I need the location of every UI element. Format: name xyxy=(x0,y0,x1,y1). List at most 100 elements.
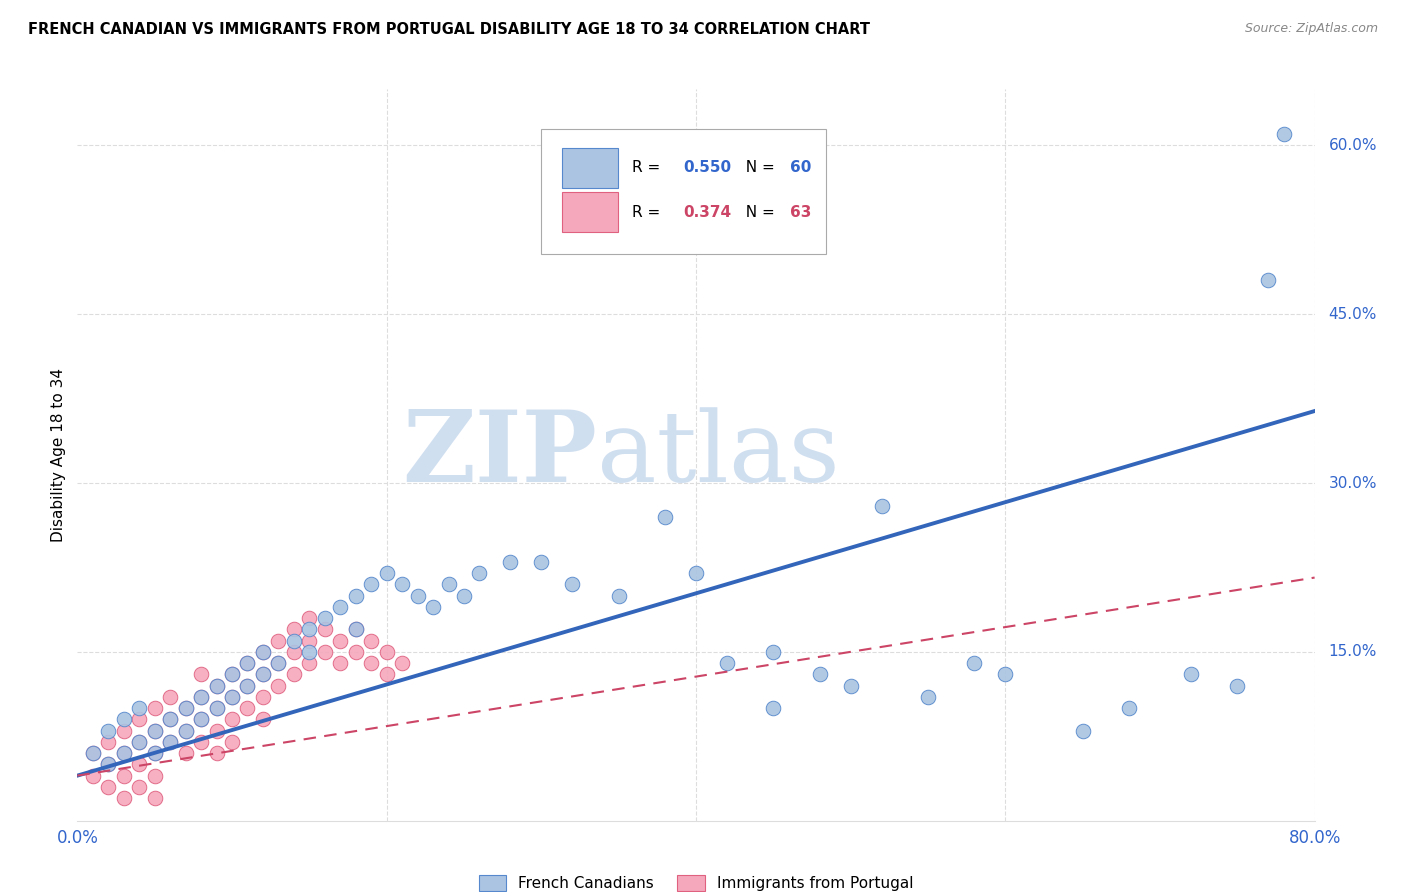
Point xyxy=(143,791,166,805)
Point xyxy=(128,712,150,726)
Point xyxy=(190,690,212,704)
Point xyxy=(143,769,166,783)
Point xyxy=(607,589,630,603)
Text: N =: N = xyxy=(735,161,779,176)
Point xyxy=(344,645,367,659)
Point xyxy=(267,656,290,670)
Text: Source: ZipAtlas.com: Source: ZipAtlas.com xyxy=(1244,22,1378,36)
Point xyxy=(360,633,382,648)
Point xyxy=(344,623,367,637)
Text: 15.0%: 15.0% xyxy=(1329,644,1376,659)
Point xyxy=(654,509,676,524)
Point xyxy=(143,701,166,715)
Point xyxy=(252,690,274,704)
Point xyxy=(437,577,460,591)
Point xyxy=(252,712,274,726)
Point xyxy=(97,780,120,794)
Point xyxy=(128,757,150,772)
Point xyxy=(221,690,243,704)
Point xyxy=(190,690,212,704)
Point xyxy=(205,679,228,693)
Point xyxy=(112,712,135,726)
Point xyxy=(221,667,243,681)
Point xyxy=(174,746,197,760)
Point xyxy=(221,690,243,704)
Point xyxy=(1118,701,1140,715)
Point xyxy=(128,735,150,749)
Point xyxy=(252,645,274,659)
Point xyxy=(221,667,243,681)
Point xyxy=(221,735,243,749)
Point xyxy=(97,723,120,738)
Point xyxy=(143,746,166,760)
Point xyxy=(329,633,352,648)
Point xyxy=(375,645,398,659)
Point xyxy=(97,757,120,772)
Point xyxy=(82,746,104,760)
Point xyxy=(391,577,413,591)
Point xyxy=(963,656,986,670)
Point xyxy=(252,667,274,681)
Point xyxy=(267,679,290,693)
Point xyxy=(97,757,120,772)
Point xyxy=(82,746,104,760)
Point xyxy=(190,712,212,726)
Point xyxy=(236,679,259,693)
Point xyxy=(112,791,135,805)
Point xyxy=(762,645,785,659)
Point xyxy=(112,746,135,760)
Point xyxy=(159,712,181,726)
Point xyxy=(205,701,228,715)
Point xyxy=(298,633,321,648)
Point xyxy=(159,735,181,749)
Text: R =: R = xyxy=(631,204,665,219)
Bar xyxy=(562,148,619,188)
Point xyxy=(716,656,738,670)
Point xyxy=(112,746,135,760)
Point xyxy=(298,611,321,625)
Point xyxy=(283,645,305,659)
Point xyxy=(406,589,429,603)
Bar xyxy=(562,192,619,232)
Point xyxy=(267,656,290,670)
Point xyxy=(468,566,491,580)
Point xyxy=(205,746,228,760)
Text: 0.374: 0.374 xyxy=(683,204,731,219)
Point xyxy=(236,656,259,670)
Point xyxy=(422,599,444,614)
Legend: French Canadians, Immigrants from Portugal: French Canadians, Immigrants from Portug… xyxy=(472,869,920,892)
Point xyxy=(453,589,475,603)
Text: R =: R = xyxy=(631,161,665,176)
Y-axis label: Disability Age 18 to 34: Disability Age 18 to 34 xyxy=(51,368,66,542)
Point xyxy=(236,701,259,715)
Point xyxy=(128,735,150,749)
Point xyxy=(375,667,398,681)
Point xyxy=(82,769,104,783)
Point xyxy=(205,723,228,738)
Point xyxy=(128,780,150,794)
Point xyxy=(252,667,274,681)
Point xyxy=(994,667,1017,681)
Point xyxy=(236,679,259,693)
Point xyxy=(159,690,181,704)
Point xyxy=(685,566,707,580)
Point xyxy=(808,667,831,681)
Point xyxy=(917,690,939,704)
Point xyxy=(112,769,135,783)
Point xyxy=(1226,679,1249,693)
Point xyxy=(314,623,336,637)
Point xyxy=(112,723,135,738)
Text: 63: 63 xyxy=(790,204,811,219)
Point xyxy=(329,656,352,670)
Point xyxy=(344,623,367,637)
Text: ZIP: ZIP xyxy=(402,407,598,503)
Point xyxy=(329,599,352,614)
Text: 30.0%: 30.0% xyxy=(1329,475,1376,491)
Point xyxy=(97,735,120,749)
Point xyxy=(298,656,321,670)
Point xyxy=(561,577,583,591)
Point xyxy=(375,566,398,580)
Point xyxy=(1257,273,1279,287)
Text: 0.550: 0.550 xyxy=(683,161,731,176)
FancyBboxPatch shape xyxy=(541,129,825,253)
